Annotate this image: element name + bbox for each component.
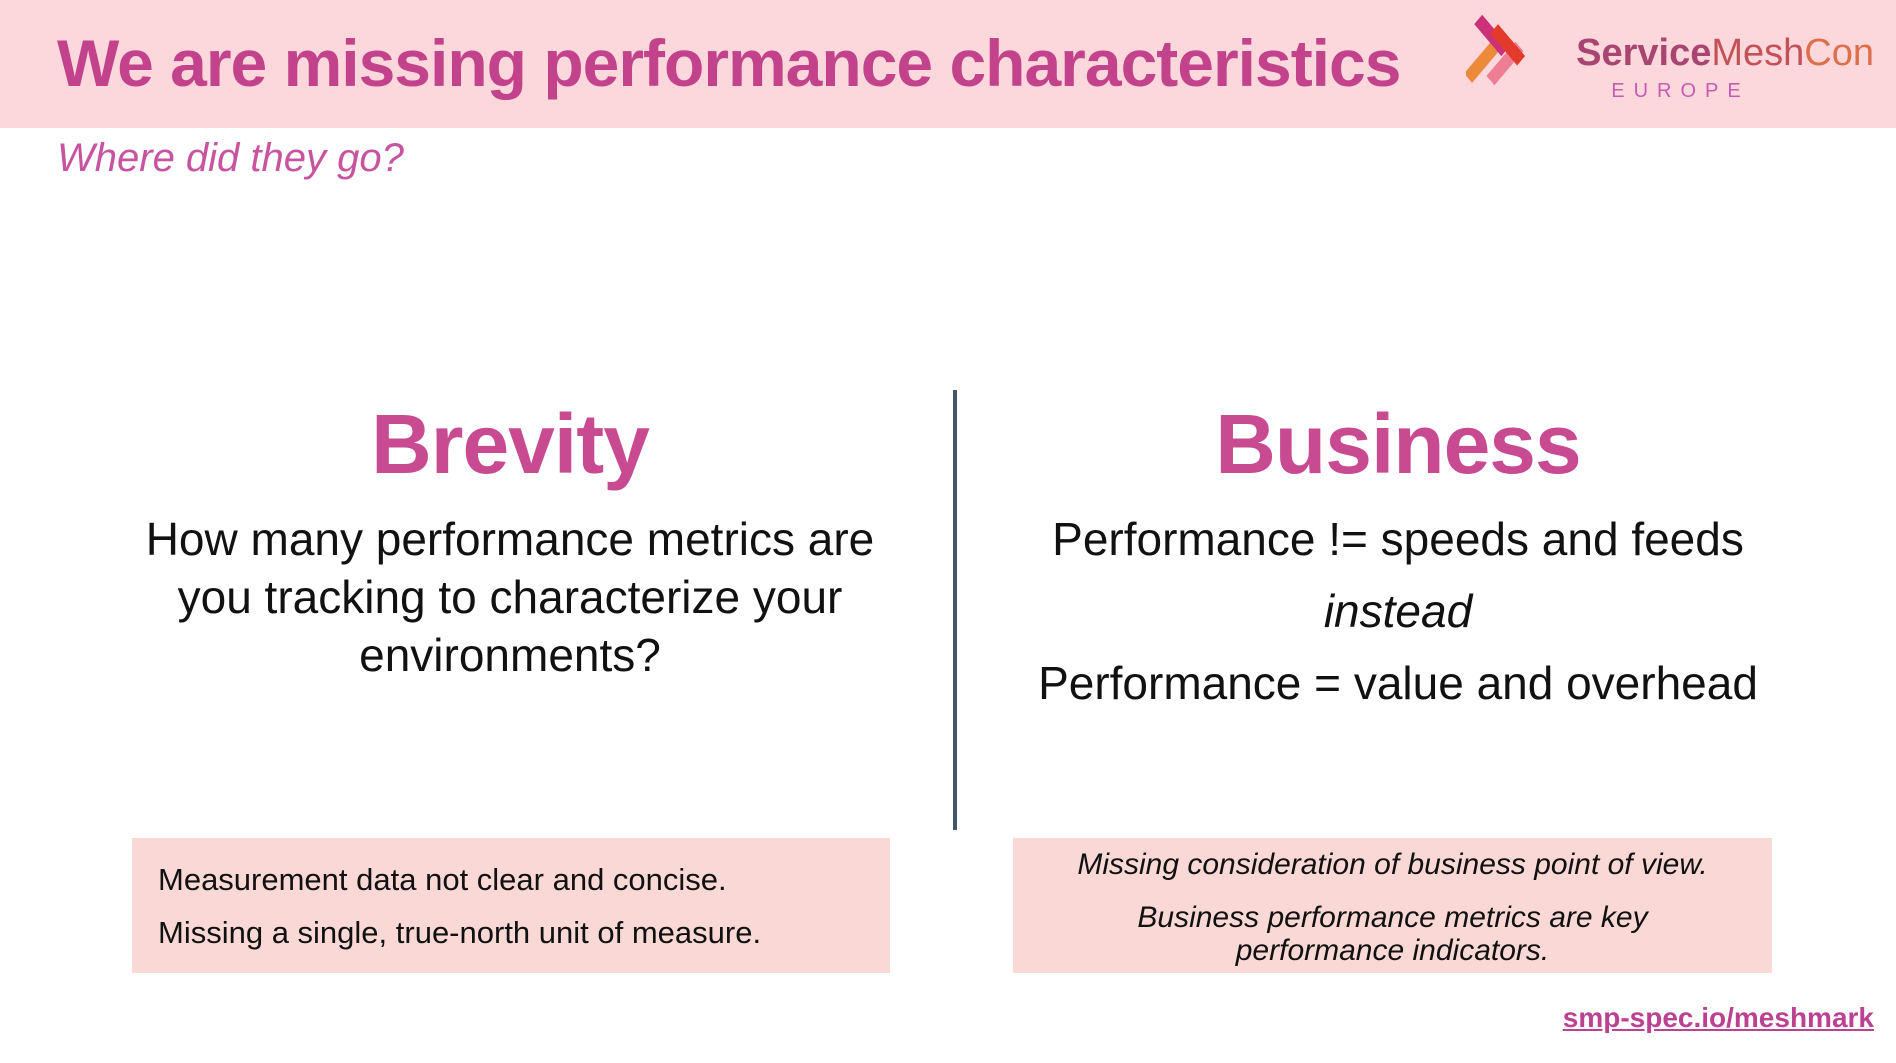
logo-wordmark-con: Con	[1804, 32, 1874, 74]
right-column-line-1: Performance != speeds and feeds	[1052, 513, 1744, 565]
logo-wordmark-service: Service	[1576, 32, 1712, 74]
left-note-line-1: Measurement data not clear and concise.	[158, 862, 727, 897]
left-column: Brevity How many performance metrics are…	[60, 402, 960, 684]
right-note-box: Missing consideration of business point …	[1013, 838, 1772, 973]
right-column: Business Performance != speeds and feeds…	[956, 402, 1840, 726]
left-note-box: Measurement data not clear and concise. …	[132, 838, 890, 973]
subtitle: Where did they go?	[57, 136, 404, 180]
right-column-line-3: Performance = value and overhead	[1038, 657, 1758, 709]
right-note-line-1: Missing consideration of business point …	[1077, 848, 1708, 881]
footer-link[interactable]: smp-spec.io/meshmark	[1562, 1002, 1874, 1033]
logo-wordmark-mesh: Mesh	[1711, 32, 1805, 74]
mesh-weave-icon	[1466, 14, 1526, 86]
right-column-heading: Business	[1215, 397, 1582, 491]
left-column-heading: Brevity	[371, 397, 650, 491]
left-column-question: How many performance metrics are you tra…	[145, 513, 875, 681]
right-column-line-2: instead	[1323, 585, 1473, 637]
logo-region-label: EUROPE	[1611, 80, 1750, 102]
logo-wordmark: ServiceMeshCon	[1576, 34, 1874, 72]
header-band: We are missing performance characteristi…	[0, 0, 1896, 128]
left-note-line-2: Missing a single, true-north unit of mea…	[158, 915, 762, 950]
right-note-line-2: Business performance metrics are key per…	[1137, 901, 1648, 967]
page-title: We are missing performance characteristi…	[57, 26, 1401, 100]
column-divider	[953, 390, 957, 830]
